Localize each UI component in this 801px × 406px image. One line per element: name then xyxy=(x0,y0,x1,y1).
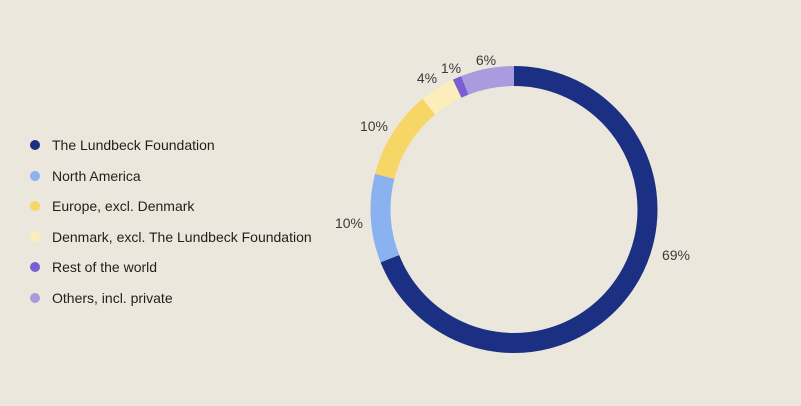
legend-dot-north-america-icon xyxy=(30,170,40,181)
legend-item-rest-of-world[interactable]: Rest of the world xyxy=(30,257,312,277)
legend-label: The Lundbeck Foundation xyxy=(52,137,215,153)
legend-item-others-incl-private[interactable]: Others, incl. private xyxy=(30,288,312,308)
legend-dot-lundbeck-foundation-icon xyxy=(30,140,40,150)
segment-percent-label: 10% xyxy=(335,215,363,231)
donut-segment-6[interactable] xyxy=(461,66,515,95)
donut-segment-1[interactable] xyxy=(380,66,658,353)
segment-percent-label: 1% xyxy=(441,60,461,76)
donut-segment-4[interactable] xyxy=(422,79,462,115)
segment-percent-label: 4% xyxy=(417,70,437,86)
legend-label: Denmark, excl. The Lundbeck Foundation xyxy=(52,228,312,245)
legend-dot-denmark-excl-lundbeck-icon xyxy=(30,231,40,242)
donut-segment-5[interactable] xyxy=(452,76,469,98)
segment-percent-label: 10% xyxy=(360,118,388,134)
chart-legend: The Lundbeck Foundation North America Eu… xyxy=(30,135,312,308)
legend-label: Others, incl. private xyxy=(52,289,173,306)
legend-label: Europe, excl. Denmark xyxy=(52,198,195,215)
donut-segment-2[interactable] xyxy=(370,173,400,263)
legend-label: North America xyxy=(52,167,141,184)
legend-dot-europe-excl-denmark-icon xyxy=(30,201,40,212)
legend-item-lundbeck-foundation[interactable]: The Lundbeck Foundation xyxy=(30,135,312,155)
donut-segment-3[interactable] xyxy=(375,98,436,180)
segment-percent-label: 6% xyxy=(476,52,496,68)
legend-dot-rest-of-world-icon xyxy=(30,262,40,273)
legend-item-denmark-excl-lundbeck[interactable]: Denmark, excl. The Lundbeck Foundation xyxy=(30,227,312,247)
legend-item-europe-excl-denmark[interactable]: Europe, excl. Denmark xyxy=(30,196,312,216)
legend-item-north-america[interactable]: North America xyxy=(30,166,312,186)
legend-label: Rest of the world xyxy=(52,259,158,276)
legend-dot-others-incl-private-icon xyxy=(30,292,40,303)
segment-percent-label: 69% xyxy=(662,247,690,263)
